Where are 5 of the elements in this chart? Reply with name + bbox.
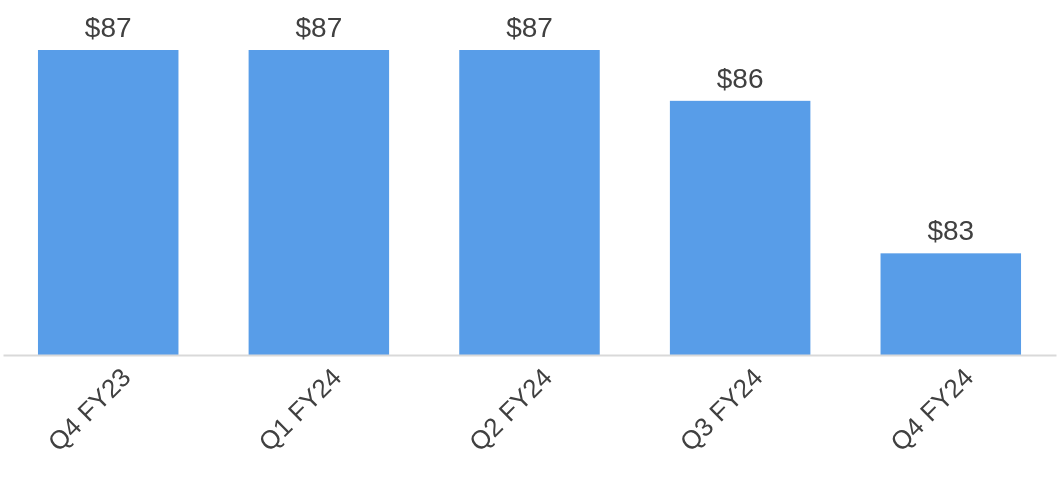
- data-label: $87: [84, 12, 132, 43]
- data-label: $87: [295, 12, 343, 43]
- data-label: $83: [927, 215, 975, 247]
- data-label: $87: [506, 12, 553, 43]
- data-label: $86: [716, 62, 764, 94]
